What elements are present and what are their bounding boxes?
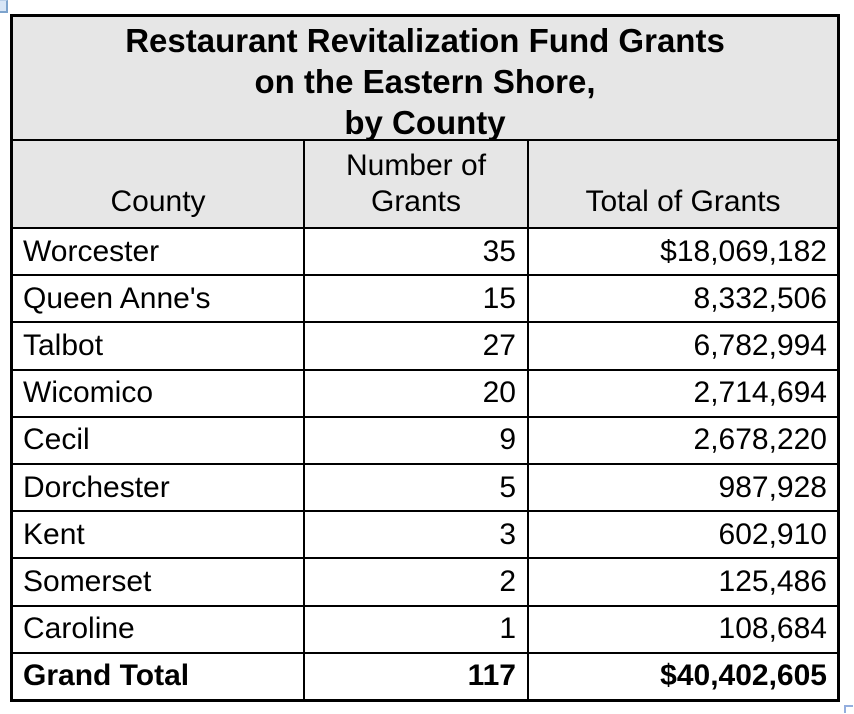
cell-grants: 15	[305, 276, 529, 322]
column-header-total-of-grants: Total of Grants	[585, 185, 781, 218]
cell-grants: 3	[305, 512, 529, 558]
table-header-row: County Number of Grants Total of Grants	[13, 141, 837, 229]
cell-grants: 20	[305, 370, 529, 416]
cell-county: Talbot	[13, 323, 305, 369]
table-row: Worcester 35 $18,069,182	[13, 229, 837, 277]
cell-county: Dorchester	[13, 465, 305, 511]
table-row: Queen Anne's 15 8,332,506	[13, 276, 837, 324]
cell-total: $40,402,605	[660, 659, 827, 693]
cell-county: Kent	[13, 512, 305, 558]
cell-total: 2,714,694	[693, 376, 827, 410]
cell-county: Somerset	[13, 559, 305, 605]
cell-total: 125,486	[718, 565, 827, 599]
table-row: Talbot 27 6,782,994	[13, 323, 837, 371]
selection-handle-icon[interactable]	[0, 0, 8, 13]
table-row: Kent 3 602,910	[13, 512, 837, 560]
cell-county: Queen Anne's	[13, 276, 305, 322]
cell-grants: 27	[305, 323, 529, 369]
cell-total: 987,928	[718, 470, 827, 504]
table-title: Restaurant Revitalization Fund Grants on…	[13, 17, 837, 141]
cell-grants: 5	[305, 465, 529, 511]
column-header-county: County	[13, 141, 305, 227]
cell-grants: 35	[305, 229, 529, 275]
selection-corner-icon[interactable]	[844, 705, 853, 713]
grants-table: Restaurant Revitalization Fund Grants on…	[10, 14, 840, 702]
cell-county: Caroline	[13, 606, 305, 652]
grand-total-row: Grand Total 117 $40,402,605	[13, 653, 837, 700]
cell-grants: 1	[305, 606, 529, 652]
cell-total: 602,910	[718, 517, 827, 551]
cell-grants: 117	[305, 653, 529, 700]
table-row: Dorchester 5 987,928	[13, 465, 837, 513]
table-row: Caroline 1 108,684	[13, 606, 837, 654]
table-title-line2: on the Eastern Shore,	[254, 63, 596, 100]
cell-grants: 9	[305, 417, 529, 464]
cell-county: Cecil	[13, 417, 305, 464]
table-row: Cecil 9 2,678,220	[13, 417, 837, 466]
table-row: Somerset 2 125,486	[13, 559, 837, 607]
cell-county: Grand Total	[13, 653, 305, 700]
table-row: Wicomico 20 2,714,694	[13, 370, 837, 418]
cell-county: Wicomico	[13, 370, 305, 416]
cell-total: 6,782,994	[693, 329, 827, 362]
column-header-number-of-grants: Number of Grants	[305, 141, 529, 227]
cell-grants: 2	[305, 559, 529, 605]
cell-total: 108,684	[718, 612, 827, 646]
cell-total: 2,678,220	[693, 423, 827, 457]
cell-county: Worcester	[13, 229, 305, 275]
cell-total: $18,069,182	[660, 234, 827, 268]
table-title-line3: by County	[344, 104, 506, 141]
table-title-line1: Restaurant Revitalization Fund Grants	[125, 22, 725, 59]
cell-total: 8,332,506	[693, 281, 827, 315]
